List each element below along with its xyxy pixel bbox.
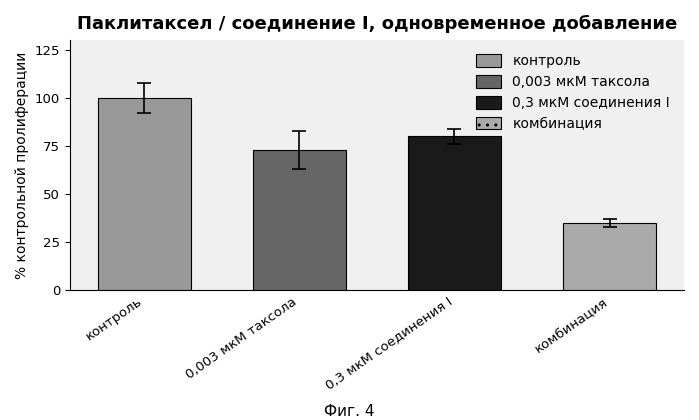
Bar (253, 150, 346, 290)
Text: Фиг. 4: Фиг. 4 (324, 404, 375, 419)
Legend: контроль, 0,003 мкМ таксола, 0,3 мкМ соединения I, комбинация: контроль, 0,003 мкМ таксола, 0,3 мкМ сое… (470, 47, 677, 138)
Y-axis label: % контрольной пролиферации: % контрольной пролиферации (15, 52, 29, 279)
Bar (563, 223, 656, 290)
Title: Паклитаксел / соединение I, одновременное добавление: Паклитаксел / соединение I, одновременно… (77, 15, 677, 33)
Bar (98, 98, 191, 290)
Bar (408, 136, 501, 290)
